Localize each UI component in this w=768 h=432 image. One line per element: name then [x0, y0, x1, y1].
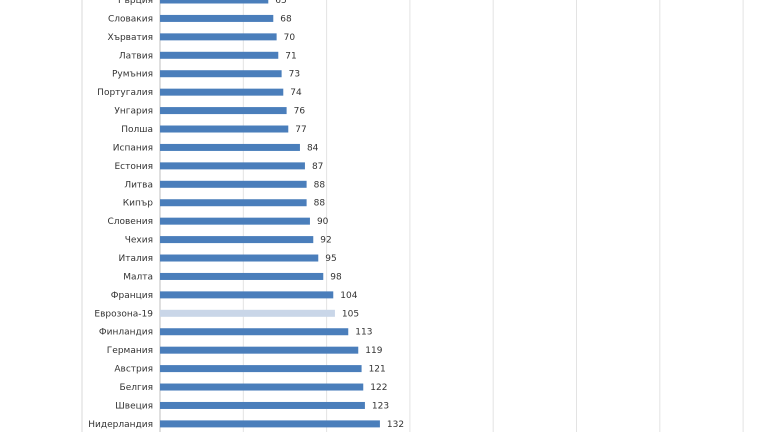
data-label: 90: [317, 217, 329, 227]
y-tick-label: Словакия: [108, 14, 153, 24]
bar: [160, 236, 314, 244]
y-tick-label: Испания: [113, 143, 153, 153]
data-label: 87: [312, 162, 323, 172]
data-label: 84: [307, 143, 319, 153]
y-tick-label: Латвия: [119, 51, 153, 61]
y-tick-label: Чехия: [125, 236, 153, 246]
data-label: 119: [365, 346, 382, 356]
y-tick-label: Унгария: [114, 107, 153, 117]
bar: [160, 309, 335, 317]
bar: [160, 162, 305, 170]
y-tick-label: Румъния: [112, 70, 153, 80]
y-tick-label: Хърватия: [107, 33, 153, 43]
bar: [160, 107, 287, 115]
data-label: 105: [342, 309, 359, 319]
bar: [160, 401, 365, 409]
y-tick-label: Словения: [107, 217, 153, 227]
y-tick-label: Естония: [114, 162, 153, 172]
data-label: 123: [372, 401, 389, 411]
data-label: 122: [370, 383, 387, 393]
y-tick-label: Кипър: [123, 199, 153, 209]
y-tick-label: Австрия: [114, 365, 153, 375]
y-tick-label: Полша: [121, 125, 153, 135]
data-label: 76: [294, 107, 306, 117]
bar: [160, 346, 359, 354]
data-label: 77: [295, 125, 306, 135]
y-tick-label: Литва: [124, 180, 153, 190]
data-label: 88: [314, 180, 326, 190]
bar: [160, 51, 279, 59]
data-label: 121: [369, 365, 386, 375]
y-tick-label: Нидерландия: [88, 420, 153, 430]
y-tick-label: Швеция: [115, 401, 153, 411]
bar: [160, 217, 310, 225]
y-tick-label: Малта: [123, 272, 153, 282]
data-label: 68: [280, 14, 292, 24]
bar: [160, 328, 349, 336]
bar: [160, 254, 319, 262]
bar: [160, 420, 380, 428]
data-label: 74: [290, 88, 302, 98]
bar: [160, 199, 307, 207]
data-label: 104: [340, 291, 357, 301]
bar: [160, 88, 284, 96]
bar: [160, 125, 289, 133]
data-label: 70: [284, 33, 296, 43]
y-tick-label: Финландия: [99, 328, 153, 338]
y-tick-label: Германия: [107, 346, 153, 356]
bar: [160, 143, 300, 151]
data-label: 88: [314, 199, 326, 209]
data-label: 65: [275, 0, 286, 6]
y-tick-label: Португалия: [97, 88, 153, 98]
y-tick-label: Италия: [118, 254, 153, 264]
bar: [160, 272, 324, 280]
bar: [160, 33, 277, 41]
bar: [160, 70, 282, 78]
bar: [160, 0, 269, 4]
data-label: 95: [325, 254, 336, 264]
data-label: 73: [289, 70, 300, 80]
y-tick-label: Гърция: [118, 0, 153, 6]
bar: [160, 180, 307, 188]
bar: [160, 14, 274, 22]
data-label: 71: [285, 51, 296, 61]
y-tick-label: Еврозона-19: [94, 309, 153, 319]
bar: [160, 291, 334, 299]
data-label: 98: [330, 272, 342, 282]
data-label: 92: [320, 236, 331, 246]
data-label: 132: [387, 420, 404, 430]
y-tick-label: Белгия: [120, 383, 153, 393]
data-label: 113: [355, 328, 372, 338]
bar: [160, 365, 362, 373]
bar: [160, 383, 364, 391]
y-tick-label: Франция: [111, 291, 153, 301]
